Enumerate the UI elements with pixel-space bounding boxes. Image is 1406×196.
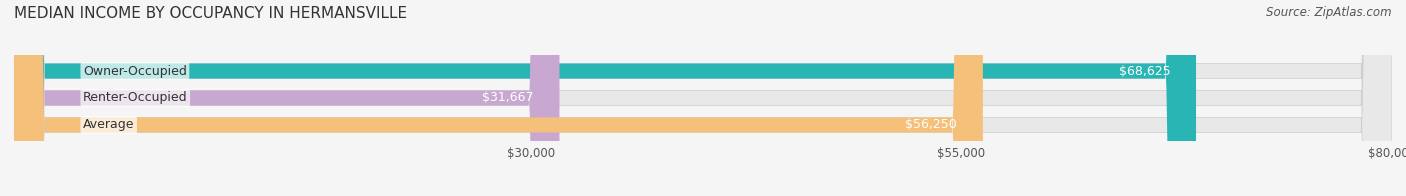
- Text: Source: ZipAtlas.com: Source: ZipAtlas.com: [1267, 6, 1392, 19]
- FancyBboxPatch shape: [14, 0, 1392, 196]
- Text: Average: Average: [83, 118, 135, 132]
- FancyBboxPatch shape: [14, 0, 560, 196]
- Text: MEDIAN INCOME BY OCCUPANCY IN HERMANSVILLE: MEDIAN INCOME BY OCCUPANCY IN HERMANSVIL…: [14, 6, 408, 21]
- Text: Owner-Occupied: Owner-Occupied: [83, 64, 187, 78]
- FancyBboxPatch shape: [14, 0, 1392, 196]
- Text: $68,625: $68,625: [1119, 64, 1170, 78]
- Text: $31,667: $31,667: [482, 92, 534, 104]
- Text: $56,250: $56,250: [905, 118, 957, 132]
- FancyBboxPatch shape: [14, 0, 1392, 196]
- Text: Renter-Occupied: Renter-Occupied: [83, 92, 187, 104]
- FancyBboxPatch shape: [14, 0, 983, 196]
- FancyBboxPatch shape: [14, 0, 1197, 196]
